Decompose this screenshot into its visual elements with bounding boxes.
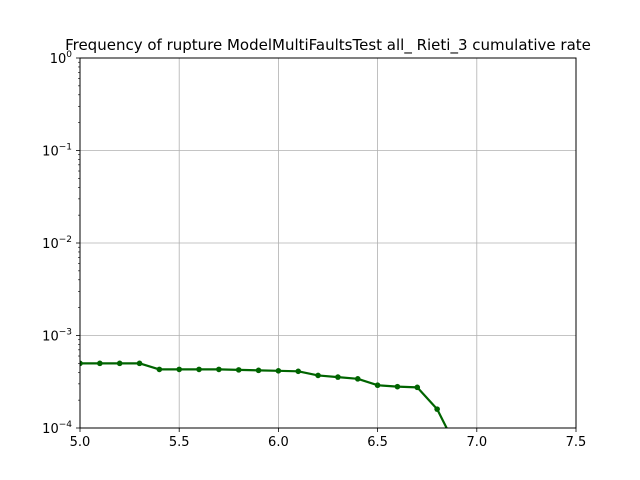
data-point xyxy=(196,366,202,373)
data-point xyxy=(80,360,83,367)
data-point xyxy=(176,366,182,373)
x-tick-label: 5.0 xyxy=(70,435,91,450)
data-point xyxy=(275,368,282,374)
data-point xyxy=(414,384,421,391)
chart-title: Frequency of rupture ModelMultiFaultsTes… xyxy=(65,36,591,55)
data-point xyxy=(255,367,262,374)
y-tick-label: 100 xyxy=(50,50,73,67)
data-point xyxy=(235,367,242,373)
data-point xyxy=(354,376,361,382)
data-point xyxy=(295,368,302,375)
x-tick-label: 7.5 xyxy=(566,435,587,450)
data-point xyxy=(434,406,440,412)
y-tick-label: 10−4 xyxy=(42,420,72,437)
series-layer xyxy=(80,360,448,428)
data-point xyxy=(335,374,341,380)
data-point xyxy=(394,383,401,390)
x-tick-label: 6.0 xyxy=(268,435,289,450)
ticks: 5.0 5.5 6.0 6.5 7.0 7.5 10−4 10−3 10−2 10−1 100 xyxy=(42,50,586,450)
y-tick-label: 10−2 xyxy=(42,235,72,252)
data-point xyxy=(97,360,103,367)
data-point xyxy=(216,366,222,373)
series-line xyxy=(80,362,448,428)
y-tick-label: 10−1 xyxy=(42,143,72,160)
data-point xyxy=(156,366,163,373)
x-tick-label: 7.0 xyxy=(466,435,487,450)
data-point xyxy=(315,372,321,379)
data-point xyxy=(136,360,143,367)
data-point xyxy=(374,382,381,389)
x-tick-label: 5.5 xyxy=(169,435,190,450)
x-tick-label: 6.5 xyxy=(367,435,388,450)
y-tick-label: 10−3 xyxy=(42,328,72,345)
data-point xyxy=(116,360,123,367)
